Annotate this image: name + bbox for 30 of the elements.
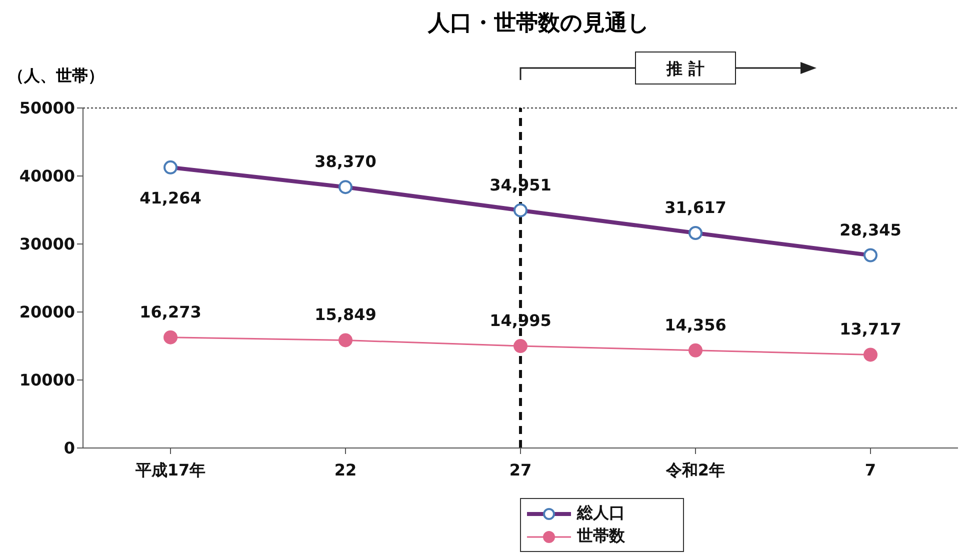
chart-title: 人口・世帯数の見通し xyxy=(428,10,650,38)
x-tick-label: 27 xyxy=(509,460,532,480)
text: 推 計 xyxy=(666,59,704,78)
y-tick-label: 0 xyxy=(64,438,75,458)
y-tick-label: 50000 xyxy=(19,98,75,118)
y-tick-label: 30000 xyxy=(19,234,75,254)
point xyxy=(338,333,352,348)
point xyxy=(688,343,702,358)
point xyxy=(514,339,528,354)
x-tick-label: 平成17年 xyxy=(134,460,206,480)
data-label: 41,264 xyxy=(140,188,202,208)
x-tick-label: 22 xyxy=(334,460,357,480)
y-tick-label: 40000 xyxy=(19,166,75,186)
point xyxy=(164,330,178,344)
x-tick-label: 7 xyxy=(864,460,876,480)
data-label: 28,345 xyxy=(840,220,902,240)
legend-label: 世帯数 xyxy=(577,526,625,547)
data-label: 13,717 xyxy=(840,320,902,339)
data-label: 15,849 xyxy=(314,305,376,324)
data-label: 38,370 xyxy=(314,152,376,172)
data-label: 14,356 xyxy=(664,315,726,334)
data-label: 34,951 xyxy=(490,175,552,194)
data-label: 16,273 xyxy=(140,302,202,322)
x-tick-label: 令和2年 xyxy=(664,460,726,480)
data-label: 31,617 xyxy=(664,198,726,218)
y-tick-label: 10000 xyxy=(19,370,75,390)
point xyxy=(864,348,878,362)
legend-label: 総人口 xyxy=(577,503,625,524)
y-tick-label: 20000 xyxy=(19,302,75,322)
y-axis-title: （人、世帯） xyxy=(8,66,104,87)
